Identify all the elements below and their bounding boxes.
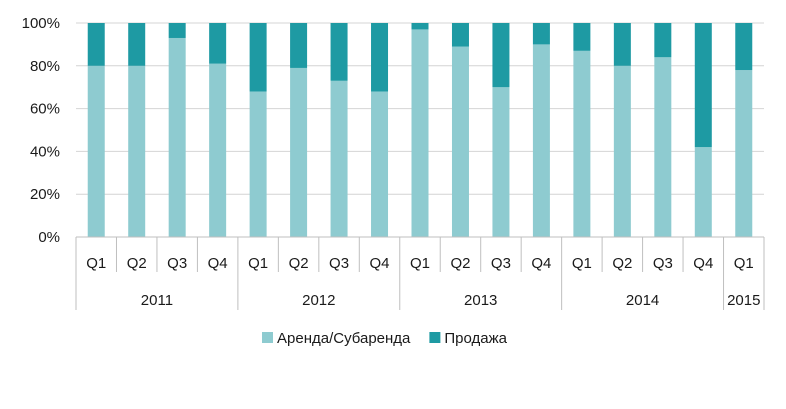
- bar-segment: [654, 57, 672, 237]
- y-tick-label: 20%: [30, 186, 60, 203]
- bar-segment: [168, 23, 186, 38]
- x-tick-label: Q2: [450, 255, 470, 272]
- y-tick-label: 0%: [38, 229, 60, 246]
- bar-segment: [451, 46, 469, 237]
- bar-segment: [128, 65, 146, 237]
- bar-segment: [411, 29, 429, 238]
- bars: [87, 23, 753, 238]
- bar-segment: [492, 23, 510, 88]
- bar-segment: [290, 67, 308, 237]
- bar-segment: [613, 65, 631, 237]
- legend: Аренда/Субаренда Продажа: [262, 330, 508, 347]
- x-tick-label: Q2: [612, 255, 632, 272]
- x-tick-label: Q1: [86, 255, 106, 272]
- year-label: 2011: [141, 292, 173, 309]
- bar-segment: [168, 37, 186, 238]
- x-tick-label: Q1: [410, 255, 430, 272]
- x-axis: Q1 Q2 Q3 Q4 Q1 Q2 Q3 Q4 Q1 Q2 Q3 Q4 Q1 Q2 Q3 Q4 Q1 2011 20…: [75, 236, 765, 310]
- year-label: 2013: [464, 292, 497, 309]
- x-tick-label: Q2: [289, 255, 309, 272]
- bar-segment: [330, 80, 348, 237]
- bar-segment: [613, 23, 631, 66]
- y-tick-label: 80%: [30, 58, 60, 75]
- bar-segment: [492, 87, 510, 237]
- x-tick-label: Q4: [693, 255, 713, 272]
- bar-segment: [654, 23, 672, 58]
- bar-segment: [249, 91, 267, 237]
- x-tick-label: Q3: [653, 255, 673, 272]
- bar-segment: [735, 70, 753, 237]
- y-tick-label: 100%: [22, 15, 60, 32]
- legend-label: Продажа: [444, 330, 507, 347]
- bar-segment: [573, 23, 591, 51]
- x-tick-label: Q4: [370, 255, 390, 272]
- bar-segment: [694, 23, 712, 148]
- y-tick-label: 40%: [30, 143, 60, 160]
- bar-segment: [371, 91, 389, 237]
- bar-segment: [330, 23, 348, 81]
- bar-segment: [290, 23, 308, 68]
- legend-swatch: [262, 332, 273, 343]
- y-axis-ticks: 0% 20% 40% 60% 80% 100%: [22, 15, 60, 246]
- bar-segment: [735, 23, 753, 71]
- x-tick-label: Q3: [491, 255, 511, 272]
- bar-segment: [694, 147, 712, 237]
- bar-segment: [371, 23, 389, 92]
- x-tick-label: Q3: [167, 255, 187, 272]
- y-tick-label: 60%: [30, 101, 60, 118]
- bar-segment: [532, 23, 550, 45]
- x-tick-label: Q1: [248, 255, 268, 272]
- bar-segment: [451, 23, 469, 47]
- legend-swatch: [429, 332, 441, 343]
- bar-segment: [209, 23, 227, 64]
- bar-segment: [87, 23, 105, 66]
- bar-segment: [411, 23, 429, 30]
- x-tick-label: Q2: [127, 255, 147, 272]
- bar-segment: [87, 65, 105, 237]
- x-tick-label: Q3: [329, 255, 349, 272]
- x-tick-label: Q4: [531, 255, 551, 272]
- year-label: 2015: [727, 292, 760, 309]
- bar-segment: [573, 50, 591, 237]
- bar-segment: [249, 23, 267, 92]
- year-label: 2012: [302, 292, 335, 309]
- bar-segment: [209, 63, 227, 237]
- x-tick-label: Q4: [208, 255, 228, 272]
- bar-segment: [532, 44, 550, 238]
- year-label: 2014: [626, 292, 659, 309]
- x-tick-label: Q1: [734, 255, 754, 272]
- legend-label: Аренда/Субаренда: [277, 330, 411, 347]
- bar-segment: [128, 23, 146, 66]
- x-tick-label: Q1: [572, 255, 592, 272]
